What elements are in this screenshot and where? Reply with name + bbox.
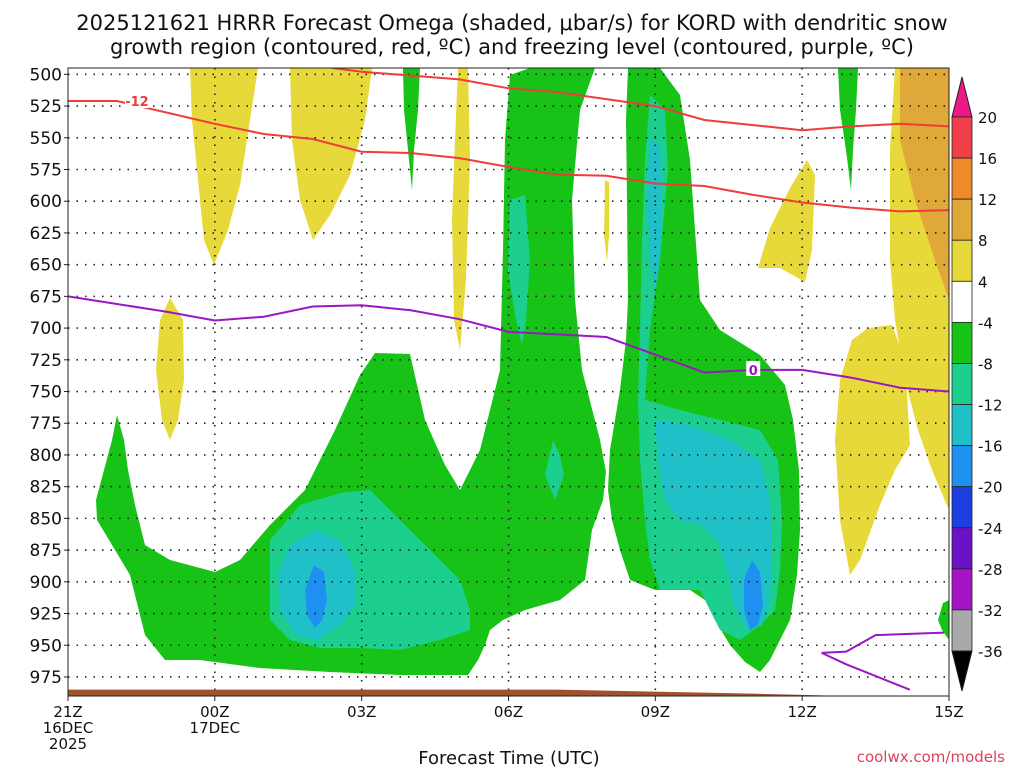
y-tick-label-775: 775 [30,414,62,434]
omega-region-teal-3 [545,440,564,500]
colorbar-bin--20-to--16 [951,445,973,488]
freezing-level-label: 0 [749,364,758,379]
colorbar-label-16: 16 [978,150,997,168]
x-tick-label-3-1: 17DEC [190,719,241,737]
colorbar-bin--16-to--12 [951,404,973,447]
dgz-contour-label-bg [124,92,149,108]
colorbar-bottom-arrow [951,650,973,692]
y-tick-label-825: 825 [30,478,62,498]
chart-title-line-2: growth region (contoured, red, ºC) and f… [110,35,914,59]
omega-region-yellow-1 [190,68,258,265]
freezing-level-surface-branch [821,631,945,691]
colorbar-label-12: 12 [978,191,997,209]
omega-region-yellow-4 [604,180,609,262]
surface-terrain [68,689,949,696]
omega-region-cyan-2 [647,140,662,290]
colorbar-bin-8-to-12 [951,198,973,241]
colorbar-bin-16-to-20 [951,116,973,159]
y-tick-label-525: 525 [30,97,62,117]
omega-region-blue-2 [744,560,763,630]
x-tick-label-3-0: 00Z [200,703,229,721]
colorbar-bin--4-to-4 [951,280,973,323]
credit-text: coolwx.com/models [857,748,1005,766]
x-tick-label-9-0: 06Z [494,703,523,721]
y-tick-label-800: 800 [30,446,62,466]
y-tick-label-550: 550 [30,129,62,149]
x-tick-label-6-0: 03Z [347,703,376,721]
y-tick-label-575: 575 [30,160,62,180]
dgz-contour-red-2 [332,68,949,132]
y-tick-label-700: 700 [30,319,62,339]
chart-title-line-1: 2025121621 HRRR Forecast Omega (shaded, … [76,11,947,35]
colorbar-label-4: 4 [978,273,988,291]
colorbar-label--16: -16 [978,438,1003,456]
x-tick-label-15-0: 12Z [787,703,816,721]
y-tick-label-650: 650 [30,256,62,276]
x-tick-label-18-0: 15Z [934,703,963,721]
omega-region-yellow-5 [758,160,815,282]
x-tick-label-0-2: 2025 [49,735,87,753]
omega-positive-shading [156,68,949,575]
colorbar-label--12: -12 [978,397,1003,415]
omega-region-yellow-3 [452,68,470,350]
freezing-level-label-bg [746,360,761,376]
colorbar-bin--8-to--4 [951,321,973,364]
colorbar-label--36: -36 [978,643,1003,661]
y-tick-label-975: 975 [30,668,62,688]
x-tick-label-0-1: 16DEC [43,719,94,737]
omega-region-teal-2 [508,195,530,345]
contours: -12 0 [68,68,949,691]
x-tick-label-12-0: 09Z [641,703,670,721]
y-tick-label-675: 675 [30,287,62,307]
colorbar-bin--32-to--28 [951,568,973,611]
colorbar-label--28: -28 [978,561,1003,579]
omega-region-cyan-3 [655,420,772,630]
omega-region-green-1 [403,68,420,190]
omega-blue-shading [305,560,763,630]
omega-region-yellow-7 [835,325,910,575]
y-tick-label-600: 600 [30,192,62,212]
colorbar-bin--12-to--8 [951,363,973,405]
freezing-level-contour [68,295,949,393]
y-tick-label-850: 850 [30,509,62,529]
x-axis-label: Forecast Time (UTC) [418,748,599,768]
y-tick-label-500: 500 [30,65,62,85]
y-tick-label-900: 900 [30,573,62,593]
colorbar-label--32: -32 [978,602,1003,620]
y-tick-label-750: 750 [30,383,62,403]
colorbar: 20 16 12 8 4 -4 -8 -12 -16 -20 -24 -28 -32 -36 [951,76,1003,692]
colorbar-bin-12-to-16 [951,157,973,200]
omega-region-green-2 [838,68,858,190]
colorbar-bin--36-to--32 [951,609,973,652]
omega-region-yellow-2 [290,68,372,240]
colorbar-top-arrow [951,76,973,118]
y-tick-label-725: 725 [30,351,62,371]
y-axis: 500 525 550 575 600 625 650 675 700 725 750 775 800 8… [30,65,68,688]
colorbar-label--4: -4 [978,314,993,332]
colorbar-bin--24-to--20 [951,486,973,529]
omega-region-green-main-1 [96,68,606,675]
x-tick-label-0-0: 21Z [53,703,82,721]
colorbar-label-8: 8 [978,232,988,250]
omega-region-yellow-6 [156,298,184,440]
omega-cyan-shading [278,140,772,640]
omega-region-green-3 [938,600,949,640]
colorbar-bin--28-to--24 [951,527,973,570]
omega-region-blue-1 [305,565,327,628]
dgz-contour-red-1 [68,100,949,213]
y-tick-label-950: 950 [30,636,62,656]
colorbar-label--8: -8 [978,355,993,373]
y-tick-label-925: 925 [30,605,62,625]
colorbar-bin-4-to-8 [951,239,973,282]
plot-area: -12 0 [68,68,949,696]
colorbar-label--20: -20 [978,479,1003,497]
y-tick-label-875: 875 [30,541,62,561]
colorbar-label--24: -24 [978,520,1003,538]
colorbar-label-20: 20 [978,109,997,127]
dgz-contour-label: -12 [125,95,149,110]
y-tick-label-625: 625 [30,224,62,244]
